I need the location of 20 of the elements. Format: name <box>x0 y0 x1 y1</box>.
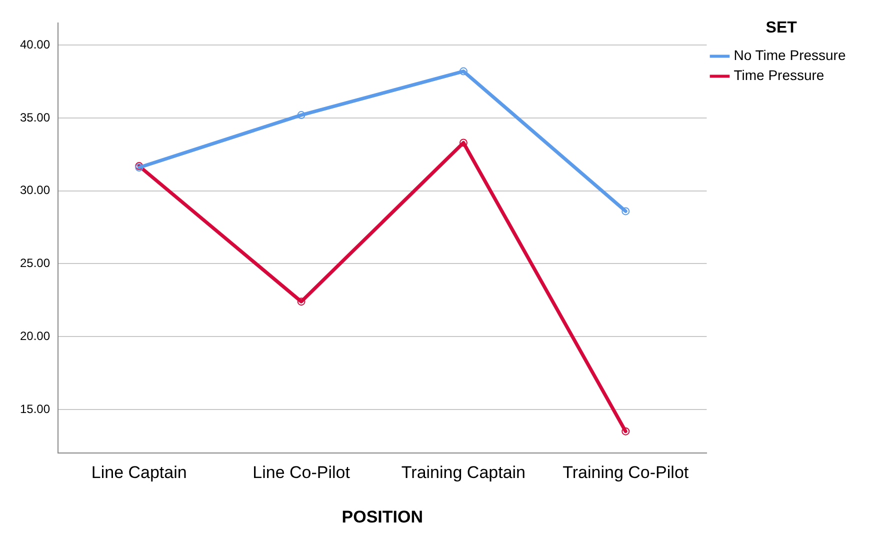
point <box>297 111 306 120</box>
x-tick-label: Training Co-Pilot <box>562 463 689 482</box>
point <box>459 67 468 76</box>
x-tick-label: Line Captain <box>91 463 187 482</box>
legend-label: Time Pressure <box>734 67 824 84</box>
y-tick-label: 15.00 <box>20 402 50 416</box>
point <box>459 138 468 147</box>
x-axis-title: POSITION <box>342 507 423 526</box>
y-tick-label: 35.00 <box>20 110 50 124</box>
point <box>297 298 306 306</box>
legend-label: No Time Pressure <box>734 47 846 64</box>
y-tick-label: 40.00 <box>20 37 50 52</box>
y-tick-label: 25.00 <box>20 256 50 270</box>
x-tick-label: Training Captain <box>401 463 526 482</box>
y-tick-label: 30.00 <box>20 183 50 198</box>
point <box>622 427 630 436</box>
x-tick-label: Line Co-Pilot <box>252 463 350 482</box>
point <box>622 207 630 216</box>
legend-title: SET <box>766 19 798 36</box>
y-tick-label: 20.00 <box>20 328 50 343</box>
